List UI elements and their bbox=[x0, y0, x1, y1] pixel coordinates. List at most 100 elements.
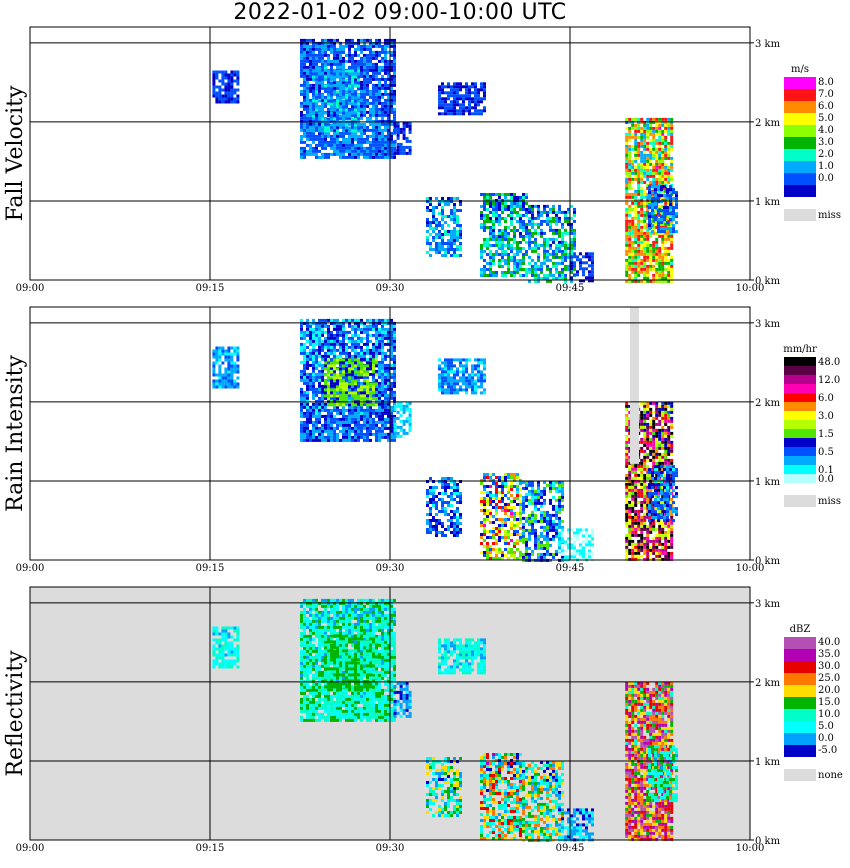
echo-cell bbox=[546, 204, 549, 208]
echo-cell bbox=[570, 267, 573, 271]
echo-cell bbox=[525, 229, 528, 232]
echo-cell bbox=[390, 408, 393, 412]
echo-cell bbox=[345, 102, 348, 106]
echo-cell bbox=[233, 382, 237, 386]
echo-cell bbox=[351, 403, 354, 407]
echo-cell bbox=[324, 354, 327, 358]
x-tick-label: 09:00 bbox=[16, 283, 45, 294]
echo-cell bbox=[306, 95, 309, 99]
echo-cell bbox=[390, 62, 393, 66]
echo-cell bbox=[303, 95, 306, 99]
echo-cell bbox=[321, 408, 324, 412]
echo-cell bbox=[672, 206, 675, 210]
echo-cell bbox=[372, 393, 375, 397]
echo-cell bbox=[468, 382, 471, 386]
echo-cell bbox=[348, 367, 351, 371]
echo-cell bbox=[426, 513, 429, 516]
echo-cell bbox=[309, 113, 312, 117]
echo-cell bbox=[336, 53, 339, 57]
echo-cell bbox=[318, 44, 321, 48]
echo-cell bbox=[646, 252, 650, 256]
echo-cell bbox=[315, 102, 318, 106]
echo-cell bbox=[345, 351, 348, 355]
echo-cell bbox=[552, 273, 555, 277]
echo-cell bbox=[366, 364, 369, 368]
echo-cell bbox=[507, 265, 510, 268]
echo-cell bbox=[336, 330, 339, 334]
echo-cell bbox=[351, 41, 354, 45]
echo-cell bbox=[327, 131, 330, 135]
echo-cell bbox=[393, 333, 396, 337]
echo-cell bbox=[625, 147, 629, 151]
echo-cell bbox=[381, 149, 384, 153]
echo-cell bbox=[658, 156, 662, 160]
echo-cell bbox=[480, 226, 483, 229]
echo-cell bbox=[480, 268, 483, 271]
echo-cell bbox=[363, 47, 366, 51]
echo-cell bbox=[453, 528, 456, 531]
echo-cell bbox=[435, 245, 438, 248]
echo-cell bbox=[447, 528, 450, 531]
echo-cell bbox=[300, 68, 303, 72]
echo-cell bbox=[339, 155, 342, 159]
echo-cell bbox=[649, 267, 653, 271]
echo-cell bbox=[667, 123, 671, 127]
echo-cell bbox=[667, 153, 671, 157]
echo-cell bbox=[324, 405, 327, 409]
echo-cell bbox=[315, 92, 318, 96]
echo-cell bbox=[489, 238, 492, 241]
echo-cell bbox=[336, 92, 339, 96]
echo-cell bbox=[224, 91, 228, 95]
echo-cell bbox=[663, 218, 666, 222]
echo-cell bbox=[429, 507, 432, 510]
echo-cell bbox=[480, 217, 483, 220]
echo-cell bbox=[354, 354, 357, 358]
echo-cell bbox=[501, 229, 504, 232]
echo-cell bbox=[489, 196, 492, 199]
echo-cell bbox=[303, 363, 306, 367]
echo-cell bbox=[342, 394, 345, 398]
echo-cell bbox=[456, 492, 459, 495]
echo-cell bbox=[657, 230, 660, 234]
echo-cell bbox=[327, 333, 330, 337]
echo-cell bbox=[348, 414, 351, 418]
echo-cell bbox=[300, 53, 303, 57]
echo-cell bbox=[495, 193, 498, 196]
legend-swatch bbox=[784, 185, 816, 197]
echo-cell bbox=[315, 53, 318, 57]
echo-cell bbox=[306, 366, 309, 370]
echo-cell bbox=[631, 144, 635, 148]
echo-cell bbox=[447, 373, 450, 377]
echo-cell bbox=[646, 216, 650, 220]
echo-cell bbox=[504, 208, 507, 211]
echo-cell bbox=[324, 59, 327, 63]
echo-cell bbox=[655, 207, 659, 211]
echo-cell bbox=[324, 358, 327, 362]
echo-cell bbox=[438, 498, 441, 501]
echo-cell bbox=[366, 357, 369, 361]
echo-cell bbox=[315, 56, 318, 60]
echo-cell bbox=[230, 370, 234, 374]
echo-cell bbox=[366, 47, 369, 51]
echo-cell bbox=[354, 397, 357, 401]
echo-cell bbox=[657, 221, 660, 225]
echo-cell bbox=[405, 139, 409, 143]
echo-cell bbox=[456, 245, 459, 248]
echo-cell bbox=[471, 106, 474, 110]
echo-cell bbox=[342, 59, 345, 63]
echo-cell bbox=[495, 244, 498, 247]
echo-cell bbox=[342, 47, 345, 51]
echo-cell bbox=[375, 354, 378, 358]
echo-cell bbox=[366, 417, 369, 421]
echo-cell bbox=[483, 268, 486, 271]
echo-cell bbox=[330, 102, 333, 106]
echo-cell bbox=[402, 148, 406, 152]
echo-cell bbox=[303, 50, 306, 54]
echo-cell bbox=[375, 86, 378, 90]
echo-cell bbox=[345, 83, 348, 87]
echo-cell bbox=[456, 88, 459, 92]
echo-cell bbox=[321, 363, 324, 367]
echo-cell bbox=[303, 59, 306, 63]
echo-cell bbox=[354, 423, 357, 427]
echo-cell bbox=[652, 258, 656, 262]
